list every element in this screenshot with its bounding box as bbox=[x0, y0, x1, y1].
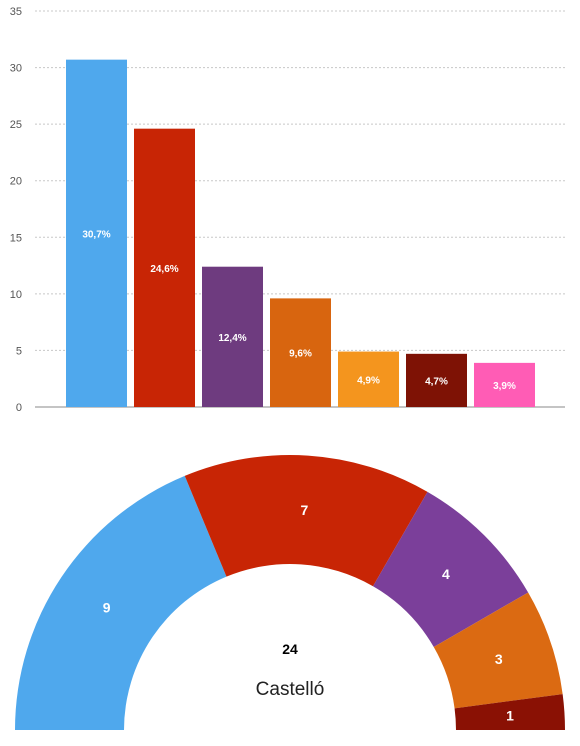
y-tick-label: 0 bbox=[16, 402, 22, 414]
bar-value-label: 4,7% bbox=[425, 376, 448, 387]
y-tick-label: 15 bbox=[10, 232, 22, 244]
seat-distribution-chart: 9 7 4 3 1 24 Castelló bbox=[15, 455, 565, 730]
bar bbox=[202, 266, 263, 407]
seat-count-label: 7 bbox=[301, 502, 309, 518]
seat-segment bbox=[184, 455, 428, 587]
seat-labels: 9 7 4 3 1 bbox=[103, 502, 514, 724]
seat-segment bbox=[373, 491, 529, 647]
seat-count-label: 4 bbox=[442, 566, 450, 582]
bar-value-label: 30,7% bbox=[82, 229, 110, 240]
bar-value-label: 24,6% bbox=[150, 264, 178, 275]
bar bbox=[406, 353, 467, 407]
bar bbox=[66, 59, 127, 407]
seat-count-label: 3 bbox=[495, 651, 503, 667]
bar-value-label: 9,6% bbox=[289, 349, 312, 360]
bar-value-label: 12,4% bbox=[218, 333, 246, 344]
bar bbox=[338, 351, 399, 407]
total-seats: 24 bbox=[282, 641, 298, 657]
y-tick-label: 25 bbox=[10, 119, 22, 131]
seat-count-label: 9 bbox=[103, 599, 111, 615]
y-tick-label: 10 bbox=[10, 289, 22, 301]
bar bbox=[474, 362, 535, 407]
seat-segment bbox=[433, 592, 563, 709]
vote-share-bar-chart: 0 5 10 15 20 25 30 35 30,7% 24,6% 12,4% 9,6% 4,9% 4,… bbox=[10, 6, 565, 414]
bars bbox=[66, 59, 535, 407]
constituency-name: Castelló bbox=[256, 679, 325, 700]
bar-value-label: 3,9% bbox=[493, 381, 516, 392]
bar-value-label: 4,9% bbox=[357, 375, 380, 386]
seat-segment bbox=[15, 475, 227, 730]
y-tick-label: 35 bbox=[10, 6, 22, 18]
bar-data-labels: 30,7% 24,6% 12,4% 9,6% 4,9% 4,7% 3,9% bbox=[82, 229, 516, 392]
y-tick-label: 5 bbox=[16, 345, 22, 357]
seat-segments bbox=[15, 455, 565, 730]
seat-segment bbox=[454, 694, 565, 730]
bar bbox=[134, 128, 195, 407]
y-axis-ticks: 0 5 10 15 20 25 30 35 bbox=[10, 6, 22, 414]
y-tick-label: 30 bbox=[10, 63, 22, 75]
seat-count-label: 1 bbox=[506, 708, 514, 724]
y-tick-label: 20 bbox=[10, 176, 22, 188]
bar bbox=[270, 298, 331, 407]
